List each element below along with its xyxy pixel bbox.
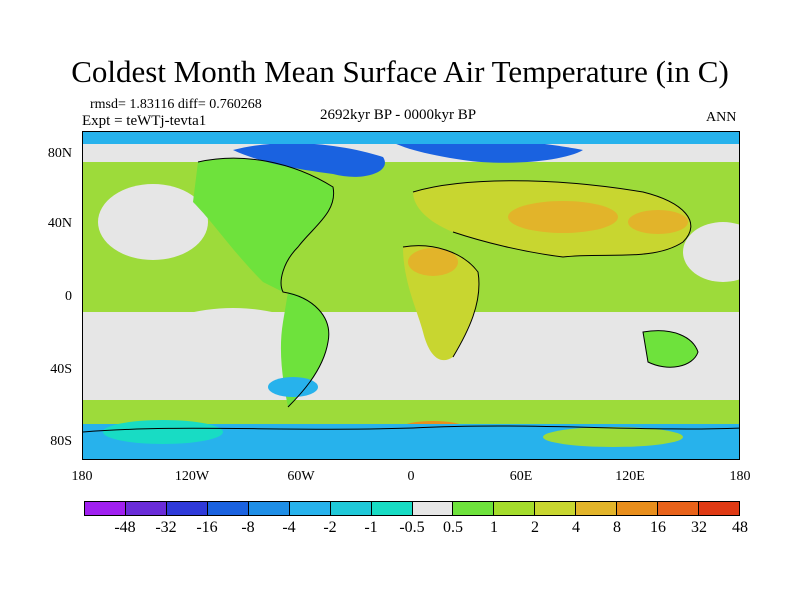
season-label: ANN — [706, 110, 737, 125]
colorbar-box — [330, 502, 372, 515]
colorbar-box — [699, 502, 739, 515]
southern-cyan-patch-2 — [103, 420, 223, 444]
lon-label-60w: 60W — [287, 469, 315, 484]
colorbar-box — [371, 502, 413, 515]
colorbar-box — [289, 502, 331, 515]
australia-land — [643, 330, 698, 368]
colorbar-box — [125, 502, 167, 515]
lon-label-180w: 180 — [71, 469, 93, 484]
polar-cyan-band — [83, 132, 739, 144]
colorbar-box — [658, 502, 700, 515]
map-title: Coldest Month Mean Surface Air Temperatu… — [71, 54, 729, 89]
southern-green-patch — [543, 427, 683, 447]
map-panel — [82, 131, 740, 460]
americas-coastline — [197, 157, 335, 408]
eurasia-africa-coastline — [402, 180, 692, 358]
east-pacific-patch — [163, 308, 303, 356]
rmsd-diff-stats: rmsd= 1.83116 diff= 0.760268 — [90, 97, 262, 112]
southern-ocean-neutral — [83, 362, 739, 400]
colorbar-label: 2 — [531, 519, 539, 536]
temperature-anomaly-map — [83, 132, 739, 459]
colorbar-label: 16 — [650, 519, 666, 536]
colorbar-label: -32 — [155, 519, 177, 536]
east-asia-warm — [628, 210, 688, 234]
west-pacific-patch — [683, 222, 739, 282]
lat-label-0: 0 — [65, 289, 72, 304]
colorbar-label: 8 — [613, 519, 621, 536]
sahara-warm — [408, 248, 458, 276]
australia-coastline — [642, 330, 699, 368]
colorbar-label: -8 — [241, 519, 255, 536]
colorbar-label: 1 — [490, 519, 498, 536]
colorbar-box — [617, 502, 659, 515]
lat-label-80n: 80N — [47, 146, 72, 161]
lon-label-180e: 180 — [729, 469, 751, 484]
lat-label-40n: 40N — [47, 216, 72, 231]
central-asia-warm — [508, 201, 618, 233]
north-america-land — [193, 158, 334, 292]
antarctica-coastline — [83, 425, 739, 433]
lon-label-120e: 120E — [615, 469, 645, 484]
colorbar-box — [85, 502, 126, 515]
southern-cyan-patch-1 — [268, 377, 318, 397]
experiment-label: Expt = teWTj-tevta1 — [82, 113, 207, 129]
colorbar-label: 4 — [572, 519, 580, 536]
colorbar-label: -4 — [282, 519, 296, 536]
arctic-canada-cold — [233, 143, 385, 177]
lon-label-120w: 120W — [174, 469, 210, 484]
colorbar-label: -48 — [114, 519, 136, 536]
colorbar-box — [576, 502, 618, 515]
colorbar-box — [412, 502, 454, 515]
north-pacific-patch — [98, 184, 208, 260]
colorbar-label: -1 — [364, 519, 378, 536]
colorbar-labels: -48 -32 -16 -8 -4 -2 -1 -0.5 0.5 1 2 4 8 16 32 48 — [84, 519, 748, 541]
colorbar-box — [166, 502, 208, 515]
colorbar-label: -16 — [196, 519, 218, 536]
colorbar-label: -0.5 — [399, 519, 425, 536]
southern-ocean-band — [83, 400, 739, 424]
lon-label-0: 0 — [407, 469, 415, 484]
colorbar-label: 48 — [732, 519, 748, 536]
colorbar-label: 32 — [691, 519, 707, 536]
colorbar-box — [494, 502, 536, 515]
colorbar-box — [207, 502, 249, 515]
time-period-label: 2692kyr BP - 0000kyr BP — [320, 107, 477, 123]
lat-label-40s: 40S — [50, 362, 72, 377]
lat-label-80s: 80S — [50, 434, 72, 449]
colorbar-box — [248, 502, 290, 515]
colorbar-box — [535, 502, 577, 515]
colorbar-box — [453, 502, 495, 515]
colorbar — [84, 501, 740, 516]
colorbar-label: -2 — [323, 519, 337, 536]
colorbar-label: 0.5 — [443, 519, 463, 536]
lon-label-60e: 60E — [509, 469, 533, 484]
